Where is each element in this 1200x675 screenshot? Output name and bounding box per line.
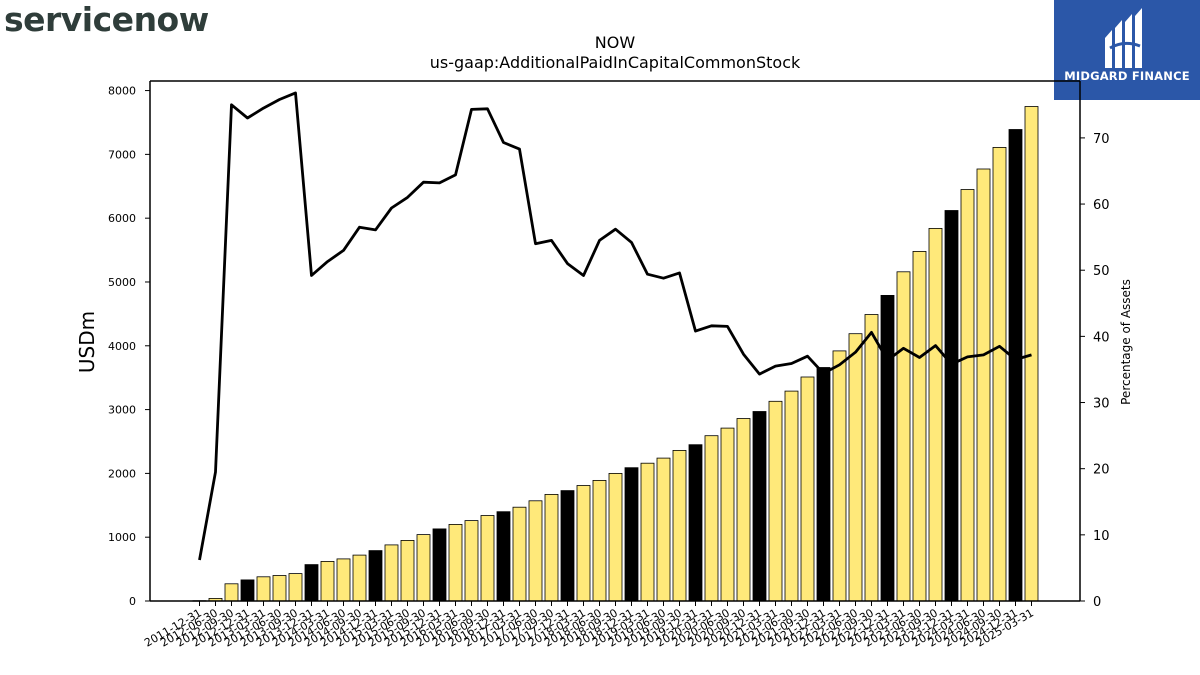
bar <box>528 500 543 602</box>
bar <box>352 554 367 602</box>
chart-subtitle: us-gaap:AdditionalPaidInCapitalCommonSto… <box>430 53 801 72</box>
y-right-tick-label: 50 <box>1093 264 1110 279</box>
y-right-tick-label: 10 <box>1093 529 1110 544</box>
bar <box>304 564 319 602</box>
y-axis-right-label: Percentage of Assets <box>1119 279 1133 405</box>
bar <box>992 146 1007 602</box>
bar <box>896 271 911 602</box>
bar <box>880 294 895 602</box>
bar <box>224 583 239 602</box>
bar <box>432 528 447 602</box>
y-tick-label: 0 <box>129 595 136 608</box>
bar <box>976 168 991 602</box>
bar <box>736 418 751 602</box>
y-right-tick-label: 0 <box>1093 595 1101 610</box>
bar <box>912 250 927 602</box>
y-right-tick-label: 20 <box>1093 463 1110 478</box>
line-series <box>198 91 1032 561</box>
bar <box>800 376 815 602</box>
y-tick-label: 7000 <box>108 148 136 161</box>
bar <box>336 558 351 602</box>
bar-series <box>192 106 1039 602</box>
midgard-finance-logo: MIDGARD FINANCE <box>1054 0 1200 100</box>
bar <box>752 411 767 602</box>
bar <box>816 367 831 602</box>
bar <box>640 462 655 602</box>
tick-labels: 0 1000 2000 3000 4000 5000 6000 7000 8000 0 10 20 30… <box>108 85 1110 650</box>
y-axis-label: USDm <box>75 311 99 373</box>
bar <box>848 333 863 602</box>
bar <box>720 427 735 602</box>
midgard-emblem-icon <box>1105 8 1142 68</box>
bar <box>512 506 527 602</box>
bar <box>944 210 959 602</box>
bar <box>448 524 463 602</box>
y-tick-label: 2000 <box>108 467 136 480</box>
y-right-tick-label: 40 <box>1093 330 1110 345</box>
y-tick-label: 6000 <box>108 212 136 225</box>
y-right-tick-label: 70 <box>1093 132 1110 147</box>
bar <box>464 520 479 602</box>
bar <box>704 435 719 602</box>
bar <box>608 472 623 602</box>
y-tick-label: 1000 <box>108 531 136 544</box>
bar <box>1024 106 1039 602</box>
bar <box>416 534 431 602</box>
bar <box>320 561 335 602</box>
bar <box>864 314 879 602</box>
percentage-line <box>198 91 1032 561</box>
bar <box>656 457 671 602</box>
bar <box>592 479 607 602</box>
bar <box>560 490 575 602</box>
servicenow-logo-text: servicenow <box>4 0 209 39</box>
bar <box>688 444 703 602</box>
y-tick-label: 5000 <box>108 276 136 289</box>
bar <box>256 576 271 602</box>
bar <box>928 227 943 602</box>
axes <box>145 80 1085 606</box>
y-tick-label: 3000 <box>108 404 136 417</box>
bar <box>496 511 511 602</box>
bar <box>288 573 303 602</box>
bar <box>368 550 383 602</box>
bar <box>400 540 415 602</box>
y-right-tick-label: 30 <box>1093 397 1110 412</box>
chart-title: NOW <box>595 33 636 52</box>
bar <box>576 485 591 602</box>
bar <box>480 515 495 602</box>
bar <box>624 467 639 602</box>
bar <box>784 390 799 602</box>
y-tick-label: 8000 <box>108 85 136 98</box>
bar <box>960 189 975 602</box>
servicenow-logo: servicenow <box>4 0 209 39</box>
bar <box>1008 129 1023 602</box>
bar <box>544 493 559 602</box>
bar <box>384 544 399 602</box>
y-tick-label: 4000 <box>108 340 136 353</box>
bar <box>672 449 687 602</box>
bar <box>272 575 287 602</box>
bar <box>768 400 783 602</box>
y-right-tick-label: 60 <box>1093 198 1110 213</box>
midgard-logo-label: MIDGARD FINANCE <box>1064 69 1190 83</box>
bar <box>240 579 255 602</box>
bar <box>832 350 847 602</box>
